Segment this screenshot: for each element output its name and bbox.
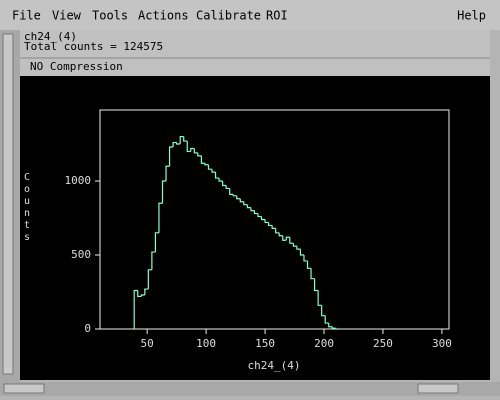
histogram-step <box>147 269 152 290</box>
histogram-step <box>328 323 333 328</box>
histogram-step <box>190 147 195 152</box>
histogram-step <box>236 195 241 200</box>
histogram-step <box>204 163 209 166</box>
x-tick-label: 200 <box>314 337 334 350</box>
info-compression: NO Compression <box>30 60 123 73</box>
histogram-step <box>296 246 301 250</box>
y-tick-label: 0 <box>84 322 91 335</box>
histogram-step <box>211 169 216 173</box>
y-tick-label: 500 <box>71 248 91 261</box>
menu-item[interactable]: Calibrate <box>196 9 261 23</box>
histogram-step <box>161 180 167 204</box>
menu-bar <box>0 0 500 30</box>
y-axis-label: Counts <box>24 172 31 243</box>
menu-item[interactable]: Tools <box>92 9 128 23</box>
x-tick-label: 300 <box>432 337 452 350</box>
histogram-step <box>299 249 304 256</box>
histogram-step <box>331 326 336 329</box>
histogram-step <box>271 225 276 229</box>
histogram-step <box>257 213 262 218</box>
histogram-step <box>214 172 220 179</box>
histogram-step <box>253 210 258 215</box>
histogram-step <box>183 136 188 142</box>
histogram-step <box>140 294 145 297</box>
histogram-step <box>268 222 273 227</box>
histogram-step <box>200 155 205 164</box>
menu-item[interactable]: File <box>12 9 41 23</box>
histogram-step <box>335 328 340 330</box>
plot-frame <box>99 109 450 330</box>
menu-item[interactable]: Help <box>457 9 486 23</box>
histogram-step <box>225 185 230 190</box>
histogram-step <box>154 232 159 253</box>
histogram-step <box>165 165 170 182</box>
y-tick-label: 1000 <box>65 174 92 187</box>
x-tick-label: 100 <box>196 337 216 350</box>
histogram-step <box>207 164 213 170</box>
histogram-step <box>193 148 198 154</box>
menu-item[interactable]: Actions <box>138 9 189 23</box>
histogram-step <box>306 260 312 269</box>
histogram-step <box>218 178 223 182</box>
histogram-step <box>278 232 283 237</box>
scroll-thumb[interactable] <box>2 33 14 375</box>
histogram-step <box>133 289 138 329</box>
histogram-step <box>179 136 184 145</box>
histogram-step <box>282 235 287 241</box>
bottom-scrollbar[interactable] <box>0 382 500 396</box>
histogram-step <box>324 315 329 324</box>
histogram-step <box>197 152 202 157</box>
x-axis-label: ch24_(4) <box>248 359 301 372</box>
histogram-step <box>172 141 177 147</box>
histogram-step <box>313 278 319 292</box>
x-tick-label: 150 <box>255 337 275 350</box>
histogram-step <box>250 207 255 212</box>
histogram-step <box>168 146 174 167</box>
x-tick-label: 50 <box>141 337 154 350</box>
histogram-step <box>222 181 227 187</box>
histogram-step <box>232 194 237 197</box>
histogram-step <box>186 141 191 153</box>
histogram-step <box>137 290 142 298</box>
menu-item[interactable]: View <box>52 9 82 23</box>
histogram-step <box>289 237 294 244</box>
scroll-thumb[interactable] <box>3 383 45 394</box>
histogram-step <box>144 288 149 295</box>
histogram-step <box>264 219 269 224</box>
histogram-step <box>243 201 248 206</box>
x-tick-label: 250 <box>373 337 393 350</box>
histogram-step <box>260 216 266 221</box>
histogram-step <box>317 290 322 306</box>
scroll-thumb[interactable] <box>417 383 459 394</box>
histogram-step <box>285 236 290 241</box>
histogram-step <box>310 268 315 280</box>
histogram-step <box>321 305 326 317</box>
histogram-step <box>246 204 251 209</box>
menu-item[interactable]: ROI <box>266 9 288 23</box>
info-total: Total counts = 124575 <box>24 40 163 53</box>
histogram-step <box>239 198 244 203</box>
histogram-step <box>151 251 156 270</box>
histogram-step <box>292 243 297 247</box>
histogram-step <box>303 255 308 262</box>
histogram-step <box>158 202 163 233</box>
info-panel <box>20 30 490 76</box>
histogram-step <box>176 142 181 145</box>
info-name: ch24_(4) <box>24 30 77 43</box>
histogram-step <box>275 228 280 234</box>
histogram-step <box>229 188 234 195</box>
